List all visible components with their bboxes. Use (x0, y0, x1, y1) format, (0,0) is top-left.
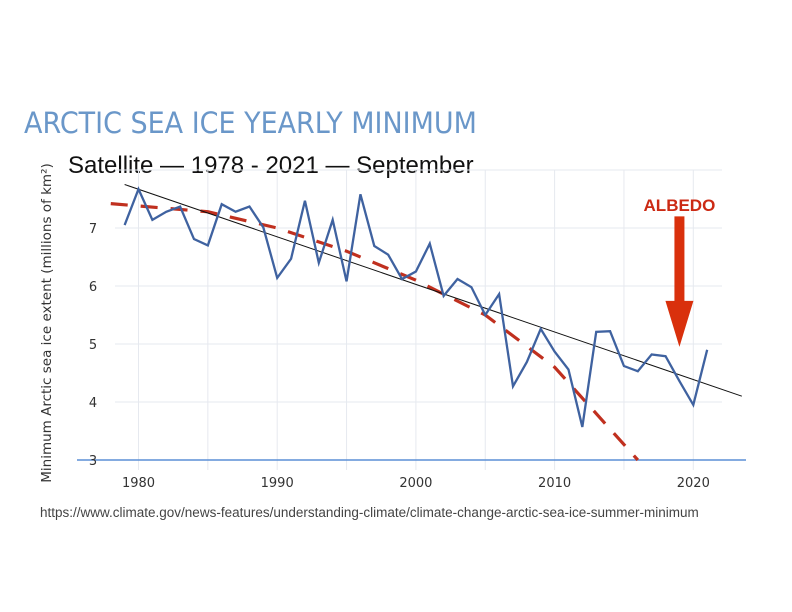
annotations: ALBEDO (644, 196, 716, 347)
y-axis-label: Minimum Arctic sea ice extent (millions … (39, 163, 55, 483)
trend-line (124, 184, 743, 397)
x-tick-label: 2000 (399, 476, 432, 491)
y-tick-label: 6 (89, 280, 97, 295)
x-tick-label: 2010 (538, 476, 571, 491)
chart-title: ARCTIC SEA ICE YEARLY MINIMUM (24, 106, 477, 140)
projection-line (110, 202, 640, 462)
x-axis-ticks: 1980 1990 2000 2010 2020 (122, 476, 710, 491)
grid (115, 169, 722, 470)
sea-ice-extent-line (123, 186, 709, 428)
down-arrow-icon (665, 216, 694, 347)
x-tick-label: 2020 (677, 476, 710, 491)
source-url[interactable]: https://www.climate.gov/news-features/un… (40, 505, 699, 520)
chart-subtitle: Satellite — 1978 - 2021 — September (68, 152, 474, 179)
annotation-label: ALBEDO (644, 196, 716, 215)
y-tick-label: 3 (89, 454, 97, 469)
x-tick-label: 1990 (261, 476, 294, 491)
y-tick-label: 5 (89, 338, 97, 353)
y-tick-label: 4 (89, 396, 97, 411)
y-tick-label: 7 (89, 222, 97, 237)
series (110, 184, 743, 462)
y-axis-ticks: 3 4 5 6 7 (89, 222, 97, 469)
x-tick-label: 1980 (122, 476, 155, 491)
